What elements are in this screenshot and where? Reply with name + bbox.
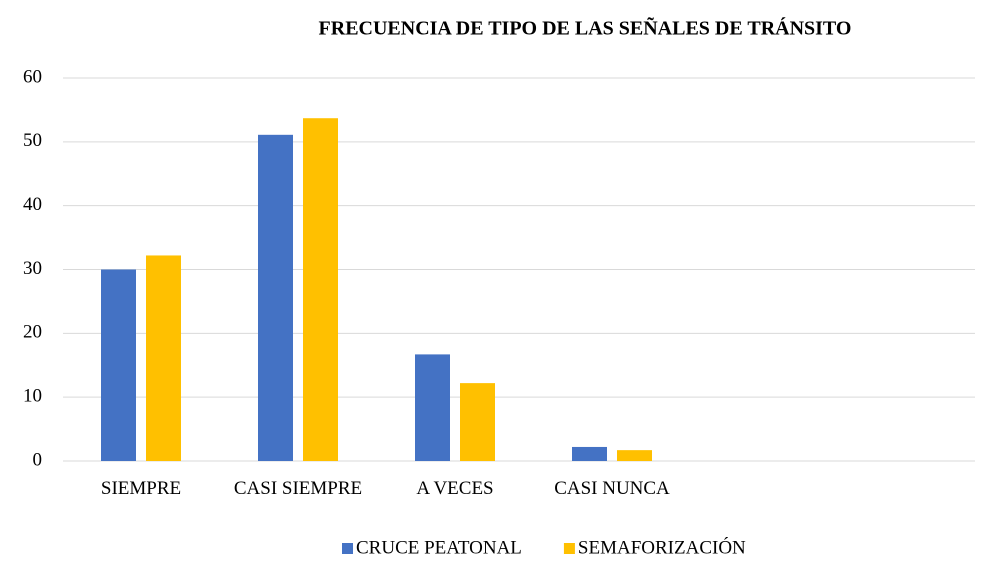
y-tick-label: 50 (23, 130, 42, 151)
legend-swatch (563, 543, 575, 554)
x-tick-label: A VECES (416, 478, 494, 499)
chart-title: FRECUENCIA DE TIPO DE LAS SEÑALES DE TRÁ… (319, 17, 852, 40)
bar (146, 255, 181, 461)
legend-label: CRUCE PEATONAL (356, 537, 522, 558)
bar (303, 118, 338, 461)
y-tick-label: 10 (23, 386, 42, 407)
x-tick-label: CASI SIEMPRE (233, 478, 363, 499)
y-tick-label: 40 (23, 194, 42, 215)
legend-swatch (342, 543, 353, 554)
bar (258, 134, 293, 462)
x-tick-label: CASI NUNCA (554, 478, 670, 499)
y-tick-label: 0 (33, 449, 43, 470)
x-tick-label: SIEMPRE (100, 478, 182, 499)
y-tick-label: 60 (23, 66, 42, 87)
bar (617, 450, 652, 461)
y-tick-label: 20 (23, 322, 42, 343)
bar (101, 269, 136, 461)
bar (572, 446, 607, 461)
y-tick-label: 30 (23, 258, 42, 279)
legend-label: SEMAFORIZACIÓN (578, 536, 746, 558)
bar (460, 383, 495, 461)
bar (415, 354, 450, 461)
